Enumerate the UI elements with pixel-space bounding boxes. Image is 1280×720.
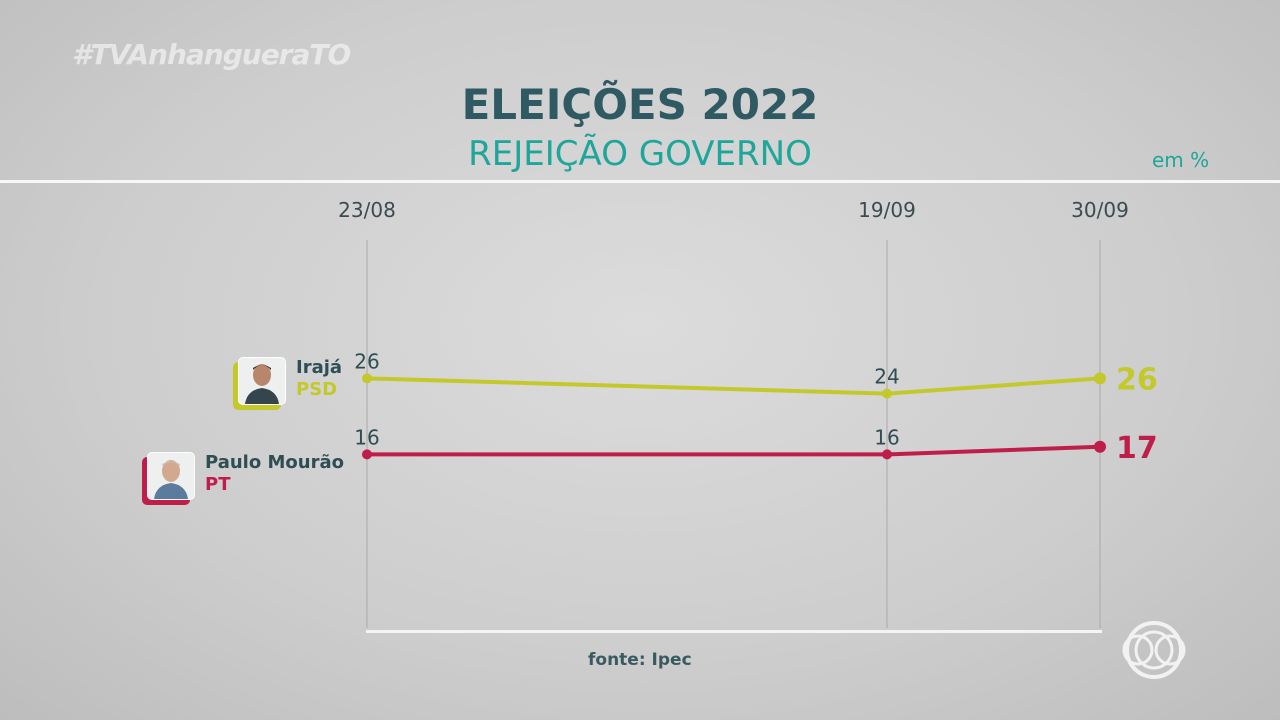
legend-item-paulo-mourao: Paulo Mourão PT xyxy=(142,452,344,505)
x-tick-label-2: 19/09 xyxy=(858,198,916,222)
data-label-iraja-2: 24 xyxy=(874,365,899,389)
candidate-avatar xyxy=(142,452,197,505)
unit-label: em % xyxy=(1152,148,1210,172)
x-tick-label-3: 30/09 xyxy=(1071,198,1129,222)
data-point-iraja-3 xyxy=(1094,372,1106,385)
legend-name-iraja: Irajá xyxy=(296,357,343,378)
data-point-iraja-1 xyxy=(362,373,372,384)
series-line-paulo-mourao xyxy=(367,444,1101,457)
data-label-iraja-1: 26 xyxy=(354,349,379,373)
legend-item-iraja: Irajá PSD xyxy=(233,357,343,410)
data-label-iraja-3: 26 xyxy=(1116,362,1158,397)
data-point-paulo-mourao-1 xyxy=(362,449,372,460)
data-point-paulo-mourao-2 xyxy=(882,449,892,460)
globo-logo-icon xyxy=(1122,621,1186,679)
series-line-iraja xyxy=(366,376,1101,396)
header-divider xyxy=(0,180,1280,183)
page-title: ELEIÇÕES 2022 xyxy=(461,80,819,129)
footer-divider xyxy=(366,630,1102,633)
data-point-iraja-2 xyxy=(882,388,892,399)
x-tick-label-1: 23/08 xyxy=(338,198,396,222)
source-label: fonte: Ipec xyxy=(588,650,692,670)
legend-party-iraja: PSD xyxy=(296,379,338,400)
data-label-paulo-mourao-3: 17 xyxy=(1116,431,1158,466)
data-point-paulo-mourao-3 xyxy=(1094,440,1106,453)
candidate-photo-iraja-icon xyxy=(238,357,286,405)
legend-party-paulo-mourao: PT xyxy=(205,474,231,495)
data-label-paulo-mourao-1: 16 xyxy=(354,425,379,449)
data-label-paulo-mourao-2: 16 xyxy=(874,425,899,449)
candidate-photo-paulo-mourao-icon xyxy=(147,452,195,500)
candidate-avatar xyxy=(233,357,288,410)
page-subtitle: REJEIÇÃO GOVERNO xyxy=(468,134,812,174)
tv-watermark: #TVAnhangueraTO xyxy=(72,38,351,71)
legend-name-paulo-mourao: Paulo Mourão xyxy=(205,452,344,473)
